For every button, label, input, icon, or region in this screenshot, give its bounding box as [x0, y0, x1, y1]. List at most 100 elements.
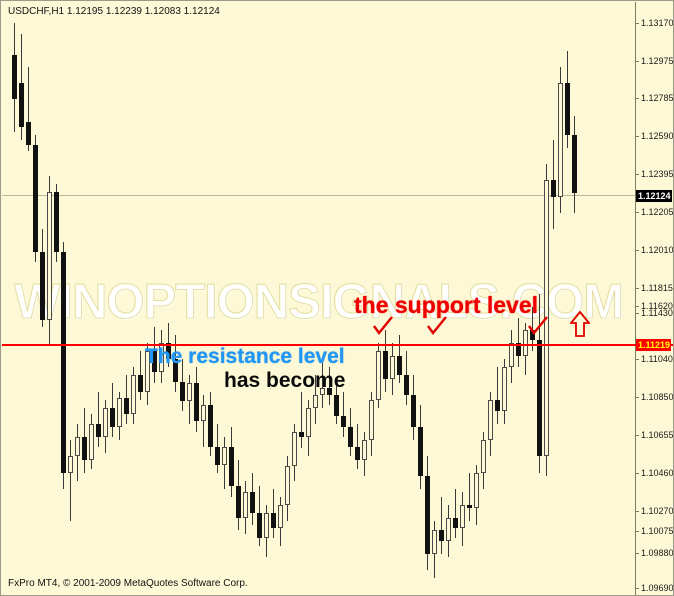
candle-body [516, 342, 521, 356]
candle-body [481, 440, 486, 473]
price-tick-label: 1.10655 [641, 430, 674, 440]
candle-body [474, 472, 479, 509]
candle-body [376, 350, 381, 400]
candle-body [341, 415, 346, 428]
candle-body [54, 191, 59, 252]
candle-body [19, 83, 24, 127]
candle-wick [329, 367, 330, 405]
candle-body [215, 446, 220, 465]
candle-body [565, 83, 570, 136]
price-tick-label: 1.13170 [641, 18, 674, 28]
annotation-support-level: the support level [354, 292, 539, 318]
candle-body [229, 446, 234, 486]
candle-wick [357, 424, 358, 470]
candle-body [404, 375, 409, 395]
price-axis[interactable]: 1.13170 1.12975 1.12785 1.12590 1.12395 1.122… [635, 2, 674, 595]
candle-wick [455, 488, 456, 538]
candle-body [145, 350, 150, 392]
candle-wick [140, 350, 141, 400]
candle-body [292, 432, 297, 467]
price-tick-label: 1.12395 [641, 169, 674, 179]
candle-body [187, 383, 192, 402]
price-tick [635, 61, 639, 62]
price-tick-label: 1.11430 [641, 308, 673, 318]
price-tick [635, 313, 639, 314]
candle-body [362, 440, 367, 460]
candle-body [166, 342, 171, 360]
candle-body [285, 466, 290, 506]
price-tick [635, 588, 639, 589]
current-price-gridline [2, 195, 635, 196]
candle-body [201, 404, 206, 421]
symbol-header-label: USDCHF,H1 1.12195 1.12239 1.12083 1.1212… [8, 6, 220, 17]
price-tick [635, 23, 639, 24]
price-tick [635, 531, 639, 532]
candle-body [502, 367, 507, 412]
price-tick [635, 174, 639, 175]
price-tick [635, 435, 639, 436]
up-arrow-icon [570, 311, 590, 337]
axis-vertical-line [635, 2, 636, 595]
candle-wick [28, 66, 29, 152]
candle-body [47, 191, 52, 321]
price-tick [635, 359, 639, 360]
candle-body [75, 437, 80, 457]
candle-body [117, 398, 122, 428]
candle-body [26, 122, 31, 145]
candle-body [299, 432, 304, 437]
candle-body [306, 407, 311, 437]
candle-body [551, 180, 556, 197]
candle-body [222, 446, 227, 465]
candle-body [495, 399, 500, 412]
candle-body [250, 492, 255, 514]
candle-body [530, 329, 535, 340]
candle-body [89, 424, 94, 460]
candle-body [509, 342, 514, 368]
candle-body [558, 83, 563, 197]
candle-wick [70, 440, 71, 522]
candle-body [271, 513, 276, 528]
candle-body [173, 359, 178, 382]
candle-body [103, 407, 108, 437]
candle-body [572, 135, 577, 193]
candle-body [180, 381, 185, 402]
candle-body [152, 350, 157, 373]
price-tick-label: 1.11040 [641, 354, 673, 364]
price-tick [635, 397, 639, 398]
candle-wick [343, 391, 344, 437]
support-resistance-line[interactable] [2, 344, 635, 346]
candle-body [355, 446, 360, 460]
price-tick [635, 98, 639, 99]
candle-body [243, 492, 248, 519]
candle-body [159, 342, 164, 373]
price-tick-label: 1.11815 [641, 283, 673, 293]
candle-body [460, 505, 465, 528]
candle-body [425, 475, 430, 554]
candle-wick [497, 367, 498, 424]
candle-body [369, 399, 374, 441]
candle-body [33, 144, 38, 252]
candle-body [138, 375, 143, 392]
current-price-badge: 1.12124 [636, 190, 672, 202]
candle-body [236, 485, 241, 519]
candle-body [327, 388, 332, 395]
price-tick-label: 1.12975 [641, 56, 674, 66]
candle-body [264, 513, 269, 538]
candle-body [96, 424, 101, 437]
candle-body [208, 404, 213, 447]
candle-body [467, 505, 472, 509]
candle-body [390, 355, 395, 379]
candle-body [131, 375, 136, 415]
candle-body [68, 456, 73, 473]
price-tick-label: 1.09690 [641, 583, 674, 593]
annotation-has-become: has become [224, 369, 346, 392]
candle-body [488, 399, 493, 441]
candle-body [320, 388, 325, 395]
candle-body [334, 394, 339, 416]
candle-body [82, 437, 87, 460]
price-tick [635, 288, 639, 289]
price-tick [635, 250, 639, 251]
chart-plot-area[interactable]: WINOPTIONSIGNALS.COM the support level T… [2, 2, 635, 595]
candle-body [397, 355, 402, 376]
